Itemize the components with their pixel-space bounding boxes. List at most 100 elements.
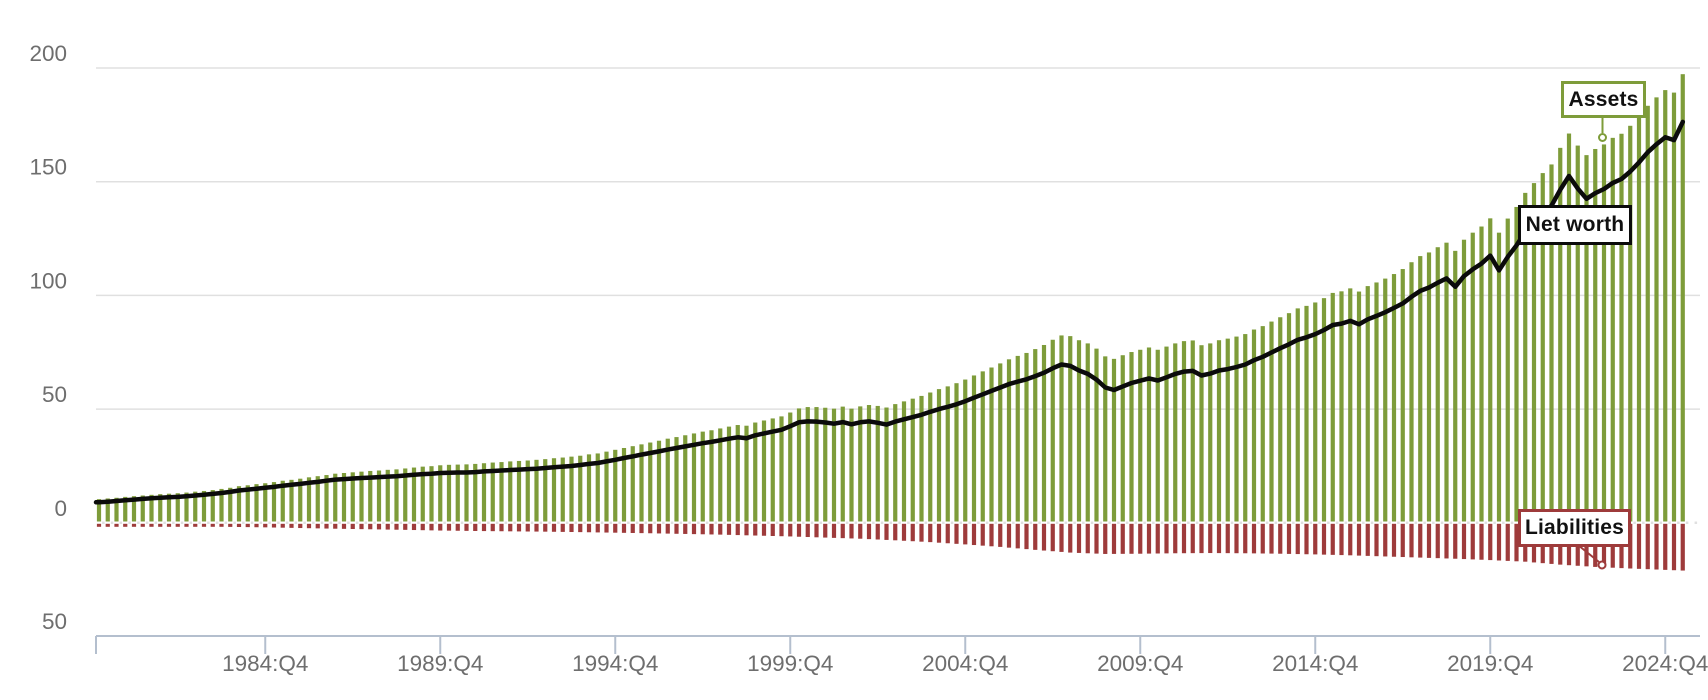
liabilities-bar bbox=[455, 523, 460, 531]
assets-bar bbox=[1514, 206, 1519, 522]
assets-bar bbox=[928, 392, 933, 522]
assets-bar bbox=[96, 499, 102, 522]
liabilities-bar bbox=[683, 523, 688, 534]
assets-bar bbox=[1024, 352, 1029, 522]
assets-bar bbox=[1628, 125, 1633, 522]
net-worth-annotation-label: Net worth bbox=[1518, 205, 1632, 245]
assets-bar bbox=[595, 453, 600, 522]
liabilities-bar bbox=[1321, 523, 1327, 555]
liabilities-bar bbox=[1146, 523, 1152, 554]
liabilities-bar bbox=[613, 523, 618, 533]
liabilities-bar bbox=[350, 523, 355, 530]
liabilities-bar bbox=[569, 523, 574, 533]
assets-bar bbox=[298, 478, 303, 522]
assets-bar bbox=[893, 404, 898, 522]
liabilities-bar bbox=[1409, 523, 1414, 558]
liabilities-bar bbox=[796, 523, 802, 537]
x-axis-tick-label: 2019:Q4 bbox=[1447, 651, 1533, 676]
liabilities-bar bbox=[473, 523, 478, 531]
liabilities-bar bbox=[1033, 523, 1038, 550]
liabilities-bar bbox=[551, 523, 557, 532]
liabilities-bar bbox=[385, 523, 390, 530]
liabilities-bar bbox=[490, 523, 495, 532]
assets-bar bbox=[289, 479, 294, 522]
liabilities-bar bbox=[954, 523, 959, 544]
liabilities-bar bbox=[674, 523, 679, 534]
liabilities-bar bbox=[271, 523, 277, 528]
assets-bar bbox=[403, 468, 408, 522]
liabilities-bar bbox=[1426, 523, 1432, 558]
liabilities-bar bbox=[1453, 523, 1458, 559]
liabilities-bar bbox=[1015, 523, 1020, 549]
liabilities-bar bbox=[1269, 523, 1274, 554]
liabilities-bar bbox=[1094, 523, 1099, 554]
assets-bar bbox=[718, 428, 723, 522]
assets-bar bbox=[621, 447, 627, 522]
liabilities-bar bbox=[516, 523, 522, 532]
liabilities-bar bbox=[429, 523, 434, 531]
liabilities-bar bbox=[648, 523, 653, 534]
assets-bar bbox=[1391, 274, 1397, 522]
assets-bar bbox=[534, 459, 539, 522]
assets-bar bbox=[1243, 334, 1248, 522]
assets-bar bbox=[648, 442, 653, 522]
assets-bar bbox=[1348, 288, 1353, 522]
assets-bar bbox=[998, 363, 1003, 522]
assets-bar bbox=[368, 470, 373, 522]
assets-bar bbox=[1164, 346, 1169, 522]
liabilities-bar bbox=[1006, 523, 1012, 548]
liabilities-bar bbox=[1234, 523, 1239, 554]
liabilities-bar bbox=[858, 523, 863, 539]
assets-bar bbox=[385, 469, 390, 522]
assets-bar bbox=[858, 406, 863, 522]
assets-bar bbox=[1540, 173, 1545, 522]
assets-bar bbox=[1208, 343, 1213, 522]
liabilities-bar bbox=[280, 523, 285, 528]
assets-bar bbox=[315, 476, 320, 522]
liabilities-bar bbox=[420, 523, 425, 531]
assets-bar bbox=[1663, 90, 1668, 522]
liabilities-bar bbox=[578, 523, 583, 533]
assets-bar bbox=[543, 459, 548, 522]
liabilities-bar bbox=[1514, 523, 1519, 562]
assets-bar bbox=[1584, 155, 1589, 522]
assets-bar bbox=[639, 444, 644, 522]
assets-bar bbox=[1566, 133, 1572, 522]
assets-bar bbox=[499, 462, 504, 522]
assets-bar bbox=[464, 464, 469, 522]
assets-bar bbox=[245, 485, 250, 522]
assets-bar bbox=[254, 484, 259, 522]
liabilities-bar bbox=[1339, 523, 1344, 556]
assets-bar bbox=[805, 407, 810, 522]
assets-bar bbox=[1278, 317, 1283, 522]
liabilities-bar bbox=[639, 523, 644, 534]
y-axis-tick-label: 150 bbox=[29, 155, 67, 180]
assets-bar bbox=[814, 407, 819, 522]
liabilities-bar bbox=[508, 523, 513, 532]
liabilities-bar bbox=[298, 523, 303, 529]
assets-bar bbox=[1558, 147, 1563, 522]
assets-bar bbox=[324, 475, 329, 522]
liabilities-bar bbox=[403, 523, 408, 530]
liabilities-bar bbox=[989, 523, 994, 547]
liabilities-bar bbox=[114, 523, 119, 527]
assets-bar bbox=[1234, 336, 1239, 522]
assets-bar bbox=[831, 408, 837, 522]
assets-bar bbox=[481, 463, 487, 522]
assets-bar bbox=[446, 464, 452, 522]
liabilities-bar bbox=[1470, 523, 1475, 560]
liabilities-bar bbox=[1076, 523, 1082, 553]
liabilities-bar bbox=[998, 523, 1003, 547]
assets-bar bbox=[1085, 343, 1090, 522]
liabilities-bar bbox=[928, 523, 933, 543]
liabilities-bar bbox=[1111, 523, 1117, 554]
assets-bar bbox=[1111, 358, 1117, 522]
assets-bar bbox=[683, 435, 688, 522]
liabilities-bar bbox=[744, 523, 749, 536]
assets-bar bbox=[1610, 137, 1615, 522]
liabilities-bar bbox=[1216, 523, 1222, 554]
assets-bar bbox=[114, 497, 119, 522]
x-axis-tick-label: 2004:Q4 bbox=[922, 651, 1008, 676]
liabilities-bar bbox=[131, 523, 137, 527]
